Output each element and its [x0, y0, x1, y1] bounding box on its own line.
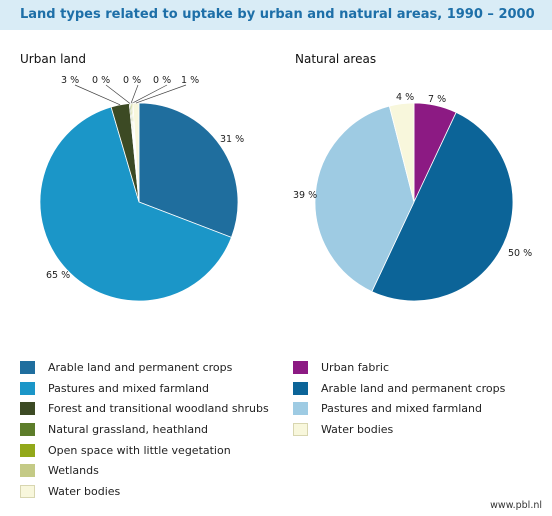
legend-swatch — [293, 360, 308, 374]
legend-swatch — [20, 484, 35, 498]
legend-label: Wetlands — [48, 464, 99, 478]
chart-title: Land types related to uptake by urban an… — [0, 0, 552, 30]
legend-swatch — [293, 422, 308, 436]
legend-label: Arable land and permanent crops — [321, 381, 506, 395]
legend-label: Pastures and mixed farmland — [321, 402, 482, 416]
natural-areas-title: Natural areas — [295, 52, 377, 66]
legend-swatch — [20, 381, 35, 395]
legend-swatch — [20, 360, 35, 374]
urban-land-legend: Arable land and permanent crops Pastures … — [20, 357, 269, 502]
urban-data-label: 3 % — [61, 75, 79, 86]
source-label: www.pbl.nl — [490, 500, 542, 511]
legend-swatch — [20, 443, 35, 457]
urban-land-title: Urban land — [20, 52, 87, 66]
legend-swatch — [293, 381, 308, 395]
natural-slice-arable-land-and-permanent-crops — [371, 111, 514, 302]
natural-slice-pastures-and-mixed-farmland — [314, 105, 415, 293]
legend-item: Forest and transitional woodland shrubs — [20, 398, 269, 419]
urban-leader-line — [130, 84, 139, 104]
legend-label: Water bodies — [48, 484, 121, 498]
legend-swatch — [293, 402, 308, 416]
natural-data-label: 4 % — [396, 92, 414, 103]
urban-leader-line — [135, 84, 187, 104]
legend-label: Open space with little vegetation — [48, 443, 231, 457]
legend-label: Arable land and permanent crops — [48, 360, 233, 374]
legend-item: Wetlands — [20, 460, 269, 481]
legend-label: Natural grassland, heathland — [48, 422, 209, 436]
legend-label: Urban fabric — [321, 360, 389, 374]
urban-slice-pastures-and-mixed-farmland — [39, 106, 232, 302]
natural-areas-legend: Urban fabric Arable land and permanent cr… — [293, 357, 505, 440]
legend-label: Pastures and mixed farmland — [48, 381, 209, 395]
legend-item: Open space with little vegetation — [20, 440, 269, 461]
legend-label: Water bodies — [321, 422, 394, 436]
legend-swatch — [20, 422, 35, 436]
legend-swatch — [20, 464, 35, 478]
natural-data-label: 39 % — [293, 190, 317, 201]
legend-item: Water bodies — [293, 419, 505, 440]
legend-item: Natural grassland, heathland — [20, 419, 269, 440]
urban-data-label: 0 % — [123, 75, 141, 86]
legend-item: Arable land and permanent crops — [20, 357, 269, 378]
urban-data-label: 65 % — [46, 270, 70, 281]
legend-item: Urban fabric — [293, 357, 505, 378]
legend-item: Pastures and mixed farmland — [293, 398, 505, 419]
legend-label: Forest and transitional woodland shrubs — [48, 402, 269, 416]
legend-item: Pastures and mixed farmland — [20, 378, 269, 399]
urban-data-label: 1 % — [181, 75, 199, 86]
legend-item: Arable land and permanent crops — [293, 378, 505, 399]
urban-slice-arable-land-and-permanent-crops — [138, 102, 239, 238]
urban-data-label: 0 % — [153, 75, 171, 86]
urban-leader-line — [74, 84, 121, 106]
urban-leader-line — [105, 84, 131, 104]
urban-data-label: 31 % — [220, 134, 244, 145]
natural-slice-water-bodies — [388, 102, 415, 203]
natural-data-label: 7 % — [428, 94, 446, 105]
legend-swatch — [20, 402, 35, 416]
urban-slice-water-bodies — [132, 102, 140, 203]
legend-item: Water bodies — [20, 481, 269, 502]
urban-leader-line — [132, 84, 168, 104]
urban-data-label: 0 % — [92, 75, 110, 86]
natural-data-label: 50 % — [508, 248, 532, 259]
